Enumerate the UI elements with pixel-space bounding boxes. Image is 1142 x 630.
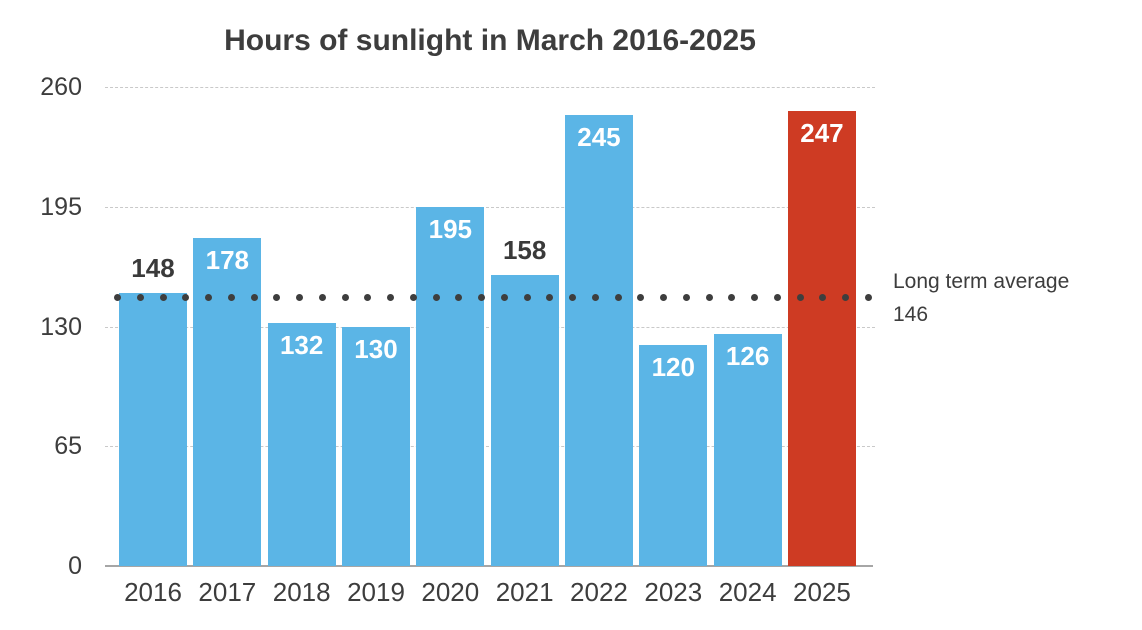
bar-value-label-2024: 126 xyxy=(725,340,770,371)
average-line-dot xyxy=(819,293,827,301)
average-line-dot xyxy=(614,293,622,301)
bar-2025 xyxy=(787,110,856,566)
average-line-dot xyxy=(250,293,258,301)
average-line-dot xyxy=(409,293,417,301)
bar-2019 xyxy=(341,326,410,566)
average-line-dot xyxy=(478,293,486,301)
reference-line-label-text: Long term average xyxy=(893,270,1070,293)
bar-2018 xyxy=(267,322,336,566)
average-line-dot xyxy=(523,293,531,301)
bar-value-label-2025: 247 xyxy=(800,117,844,148)
bar-2017 xyxy=(193,238,262,566)
average-line-dot xyxy=(637,293,645,301)
x-tick-label-2025: 2025 xyxy=(793,577,851,607)
average-line-dot xyxy=(159,293,167,301)
bar-value-label-2016: 148 xyxy=(131,253,175,284)
average-line-dot xyxy=(751,293,759,301)
bar-2020 xyxy=(416,206,485,566)
bar-value-label-2021: 158 xyxy=(502,234,547,265)
chart-title: Hours of sunlight in March 2016-2025 xyxy=(224,24,756,57)
average-line-dot xyxy=(387,293,395,301)
bar-2022 xyxy=(564,114,633,566)
gridline-260 xyxy=(105,87,875,88)
bar-value-label-2018: 132 xyxy=(279,329,324,360)
x-tick-label-2018: 2018 xyxy=(272,577,331,607)
average-line-dot xyxy=(364,293,372,301)
bar-value-label-2023: 120 xyxy=(651,351,695,382)
reference-line-label: Long term average 146 xyxy=(893,265,1069,331)
y-tick-label: 65 xyxy=(54,432,82,461)
average-line-dot xyxy=(114,293,121,301)
average-line-dot xyxy=(842,293,850,301)
x-tick-label-2020: 2020 xyxy=(421,577,480,607)
average-line-dot xyxy=(455,293,463,301)
bar-2016 xyxy=(119,293,187,566)
bar-2021 xyxy=(490,274,559,566)
y-tick-label: 0 xyxy=(68,552,82,580)
bar-2024 xyxy=(713,333,782,566)
average-line-dot xyxy=(205,293,213,301)
x-axis-line xyxy=(105,565,873,567)
gridline-195 xyxy=(105,206,875,208)
bar-value-label-2022: 245 xyxy=(577,121,621,152)
bar-2023 xyxy=(639,344,708,566)
gridline-65 xyxy=(105,446,875,448)
x-tick-label-2024: 2024 xyxy=(718,577,777,607)
average-line-dot xyxy=(546,293,554,301)
average-line-dot xyxy=(273,293,281,301)
average-line-dot xyxy=(591,293,599,301)
average-line-dot xyxy=(569,293,577,301)
average-line-dot xyxy=(500,293,508,301)
bar-value-label-2017: 178 xyxy=(205,245,250,276)
average-line-dot xyxy=(341,293,349,301)
average-line-dot xyxy=(796,293,804,301)
average-line-dot xyxy=(136,293,144,301)
x-tick-label-2021: 2021 xyxy=(495,577,554,607)
y-tick-label: 195 xyxy=(40,192,82,221)
long-term-average-line xyxy=(114,293,875,302)
average-line-dot xyxy=(660,293,668,301)
average-line-dot xyxy=(773,293,781,301)
x-tick-label-2022: 2022 xyxy=(570,577,628,607)
bar-value-label-2020: 195 xyxy=(428,213,472,244)
average-line-dot xyxy=(182,293,190,301)
x-tick-label-2017: 2017 xyxy=(198,577,257,607)
x-tick-label-2019: 2019 xyxy=(347,577,405,607)
y-tick-label: 130 xyxy=(40,312,82,341)
x-tick-label-2023: 2023 xyxy=(644,577,703,607)
reference-line-label-value: 146 xyxy=(893,303,929,326)
average-line-dot xyxy=(318,293,326,301)
average-line-dot xyxy=(728,293,736,301)
average-line-dot xyxy=(296,293,304,301)
gridline-130 xyxy=(105,326,875,328)
average-line-dot xyxy=(865,293,872,301)
average-line-dot xyxy=(227,293,235,301)
x-tick-label-2016: 2016 xyxy=(124,577,182,607)
bar-value-label-2019: 130 xyxy=(354,333,398,364)
average-line-dot xyxy=(705,293,713,301)
y-tick-label: 260 xyxy=(40,73,82,101)
average-line-dot xyxy=(432,293,440,301)
average-line-dot xyxy=(682,293,690,301)
